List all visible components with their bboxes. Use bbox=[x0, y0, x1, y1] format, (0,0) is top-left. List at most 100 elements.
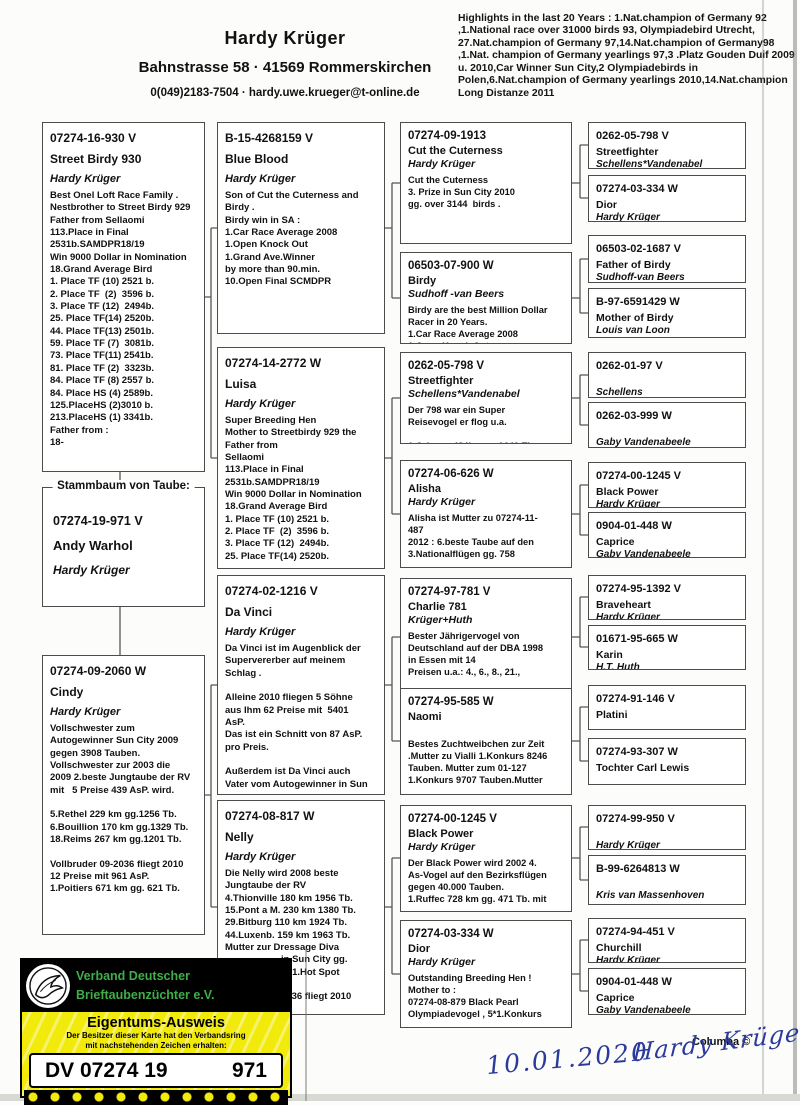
pedigree-box-ggparent: 07274-97-781 V Charlie 781 Krüger+Huth B… bbox=[400, 578, 572, 696]
ring-number: 07274-09-1913 bbox=[408, 130, 487, 142]
scan-artifact-line bbox=[762, 0, 764, 1101]
bird-name: Black Power bbox=[596, 486, 659, 498]
bird-notes: Der 798 war ein Super Reisevogel er flog… bbox=[408, 405, 536, 443]
bird-name: Street Birdy 930 bbox=[50, 152, 142, 166]
pedigree-box-gggparent: 07274-95-1392 V Braveheart Hardy Krüger bbox=[588, 575, 746, 620]
ring-number: 07274-14-2772 W bbox=[225, 356, 322, 370]
breeder-name: Hardy Krüger bbox=[50, 706, 121, 718]
card-subtitle: Der Besitzer dieser Karte hat den Verban… bbox=[66, 1031, 246, 1050]
bird-name: Andy Warhol bbox=[53, 538, 133, 553]
breeder-name: Krüger+Huth bbox=[408, 614, 473, 626]
breeder-name: Hardy Krüger bbox=[596, 840, 660, 850]
bird-notes: Cut the Cuterness 3. Prize in Sun City 2… bbox=[408, 175, 515, 210]
pedigree-box-grandparent: B-15-4268159 V Blue Blood Hardy Krüger S… bbox=[217, 122, 385, 334]
bird-name: Alisha bbox=[408, 483, 442, 495]
pedigree-box-gggparent: 07274-93-307 W Tochter Carl Lewis bbox=[588, 738, 746, 785]
bird-name: Tochter Carl Lewis bbox=[596, 762, 690, 774]
pedigree-box-gggparent: 07274-03-334 W Dior Hardy Krüger bbox=[588, 175, 746, 222]
bird-name: Charlie 781 bbox=[408, 601, 467, 613]
breeder-name: Hardy Krüger bbox=[225, 626, 296, 638]
bird-name bbox=[596, 376, 738, 386]
card-pattern-band bbox=[24, 1090, 288, 1105]
bird-name: Cindy bbox=[50, 685, 84, 699]
ring-id-plate: DV 07274 19 971 bbox=[29, 1053, 283, 1089]
breeder-name: Gaby Vandenabeele bbox=[596, 1005, 691, 1015]
ring-number: B-15-4268159 V bbox=[225, 131, 314, 145]
bird-notes: Best Onel Loft Race Family . Nestbrother… bbox=[50, 190, 191, 448]
ring-number: 07274-06-626 W bbox=[408, 468, 494, 480]
bird-name: Karin bbox=[596, 649, 623, 661]
bird-name: Streetfighter bbox=[408, 375, 474, 387]
ring-number: 07274-00-1245 V bbox=[596, 470, 682, 482]
bird-notes: Da Vinci ist im Augenblick der Supervere… bbox=[225, 643, 368, 790]
breeder-name: Schellens bbox=[596, 387, 643, 398]
ring-number: 07274-94-451 V bbox=[596, 926, 675, 938]
breeder-name: Hardy Krüger bbox=[596, 612, 660, 620]
breeder-name: Gaby Vandenabeele bbox=[596, 549, 691, 558]
breeder-name: Schellens*Vandenabel bbox=[408, 388, 520, 400]
pedigree-box-gggparent: 01671-95-665 W Karin H.T. Huth bbox=[588, 625, 746, 670]
bird-name: Blue Blood bbox=[225, 152, 289, 166]
pedigree-box-grandparent: 07274-14-2772 W Luisa Hardy Krüger Super… bbox=[217, 347, 385, 569]
ring-number: 07274-19-971 V bbox=[53, 514, 143, 528]
breeder-name: Kris van Massenhoven bbox=[596, 890, 705, 901]
breeder-name: Hardy Krüger bbox=[225, 173, 296, 185]
pedigree-box-gggparent: B-99-6264813 W Kris van Massenhoven bbox=[588, 855, 746, 905]
ring-number: 0262-05-798 V bbox=[596, 130, 669, 142]
ring-id-number: 971 bbox=[231, 1058, 267, 1082]
ring-number: 0262-01-97 V bbox=[596, 360, 663, 372]
highlights-text: Highlights in the last 20 Years : 1.Nat.… bbox=[458, 13, 795, 99]
breeder-name: Sudhoff-van Beers bbox=[596, 272, 685, 283]
pigeon-logo-icon bbox=[26, 964, 70, 1008]
bird-name: Cut the Cuterness bbox=[408, 145, 503, 157]
breeder-name: Hardy Krüger bbox=[53, 563, 130, 577]
bird-name: Birdy bbox=[408, 275, 437, 287]
ring-number: 0262-03-999 W bbox=[596, 410, 672, 422]
bird-notes: Die Nelly wird 2008 beste Jungtaube der … bbox=[225, 868, 356, 954]
ring-number: 0904-01-448 W bbox=[596, 520, 672, 532]
ring-number: 01671-95-665 W bbox=[596, 633, 678, 645]
pedigree-box-gggparent: 06503-02-1687 V Father of Birdy Sudhoff-… bbox=[588, 235, 746, 283]
handwritten-signature: Hardy Krüger bbox=[631, 1016, 800, 1068]
association-name-line2: Brieftaubenzüchter e.V. bbox=[76, 988, 215, 1002]
breeder-name: Sudhoff -van Beers bbox=[408, 288, 505, 300]
pedigree-box-ggparent: 07274-00-1245 V Black Power Hardy Krüger… bbox=[400, 805, 572, 912]
letterhead: Hardy Krüger Bahnstrasse 58 · 41569 Romm… bbox=[60, 28, 510, 99]
breeder-name bbox=[596, 722, 738, 729]
bird-notes: Vollschwester zum Autogewinner Sun City … bbox=[50, 723, 191, 895]
bird-name bbox=[596, 426, 738, 436]
breeder-name bbox=[408, 724, 564, 734]
ring-number: 07274-00-1245 V bbox=[408, 813, 497, 825]
ring-number: 0904-01-448 W bbox=[596, 976, 672, 988]
bird-name: Dior bbox=[596, 199, 617, 211]
ring-id-prefix: DV 07274 19 bbox=[45, 1058, 168, 1082]
pedigree-box-gggparent: 0262-03-999 W Gaby Vandenabeele bbox=[588, 402, 746, 448]
bird-notes: Super Breeding Hen Mother to Streetbirdy… bbox=[225, 415, 362, 562]
ring-number: 0262-05-798 V bbox=[408, 360, 485, 372]
bird-name: Braveheart bbox=[596, 599, 651, 611]
columba-watermark: Columba © bbox=[692, 1036, 751, 1048]
bird-notes: Bester Jährigervogel von Deutschland auf… bbox=[408, 631, 544, 678]
breeder-name: Hardy Krüger bbox=[596, 499, 660, 508]
bird-name: Father of Birdy bbox=[596, 259, 671, 271]
handwritten-date: 10.01.2020 bbox=[485, 1036, 651, 1081]
ring-number: 07274-97-781 V bbox=[408, 586, 491, 598]
ring-number: 07274-09-2060 W bbox=[50, 664, 147, 678]
breeder-name: H.T. Huth bbox=[596, 662, 640, 670]
scan-artifact-edge bbox=[793, 0, 797, 1101]
pedigree-box-gggparent: 07274-94-451 V Churchill Hardy Krüger bbox=[588, 918, 746, 963]
breeder-name: Hardy Krüger bbox=[408, 956, 476, 968]
breeder-name: Hardy Krüger bbox=[408, 841, 476, 853]
ownership-card: Verband Deutscher Brieftaubenzüchter e.V… bbox=[20, 958, 292, 1105]
pedigree-box-gggparent: 0904-01-448 W Caprice Gaby Vandenabeele bbox=[588, 512, 746, 558]
pedigree-box-grandparent: 07274-08-817 W Nelly Hardy Krüger Die Ne… bbox=[217, 800, 385, 1015]
bird-name: Nelly bbox=[225, 830, 254, 844]
bird-name: Naomi bbox=[408, 711, 442, 723]
ring-number: B-99-6264813 W bbox=[596, 863, 680, 875]
card-title: Eigentums-Ausweis bbox=[87, 1015, 225, 1031]
pedigree-box-ggparent: 07274-06-626 W Alisha Hardy Krüger Alish… bbox=[400, 460, 572, 568]
pedigree-box-gggparent: 07274-99-950 V Hardy Krüger bbox=[588, 805, 746, 850]
bird-name: Caprice bbox=[596, 536, 635, 548]
bird-notes: Outstanding Breeding Hen ! Mother to : 0… bbox=[408, 973, 542, 1020]
